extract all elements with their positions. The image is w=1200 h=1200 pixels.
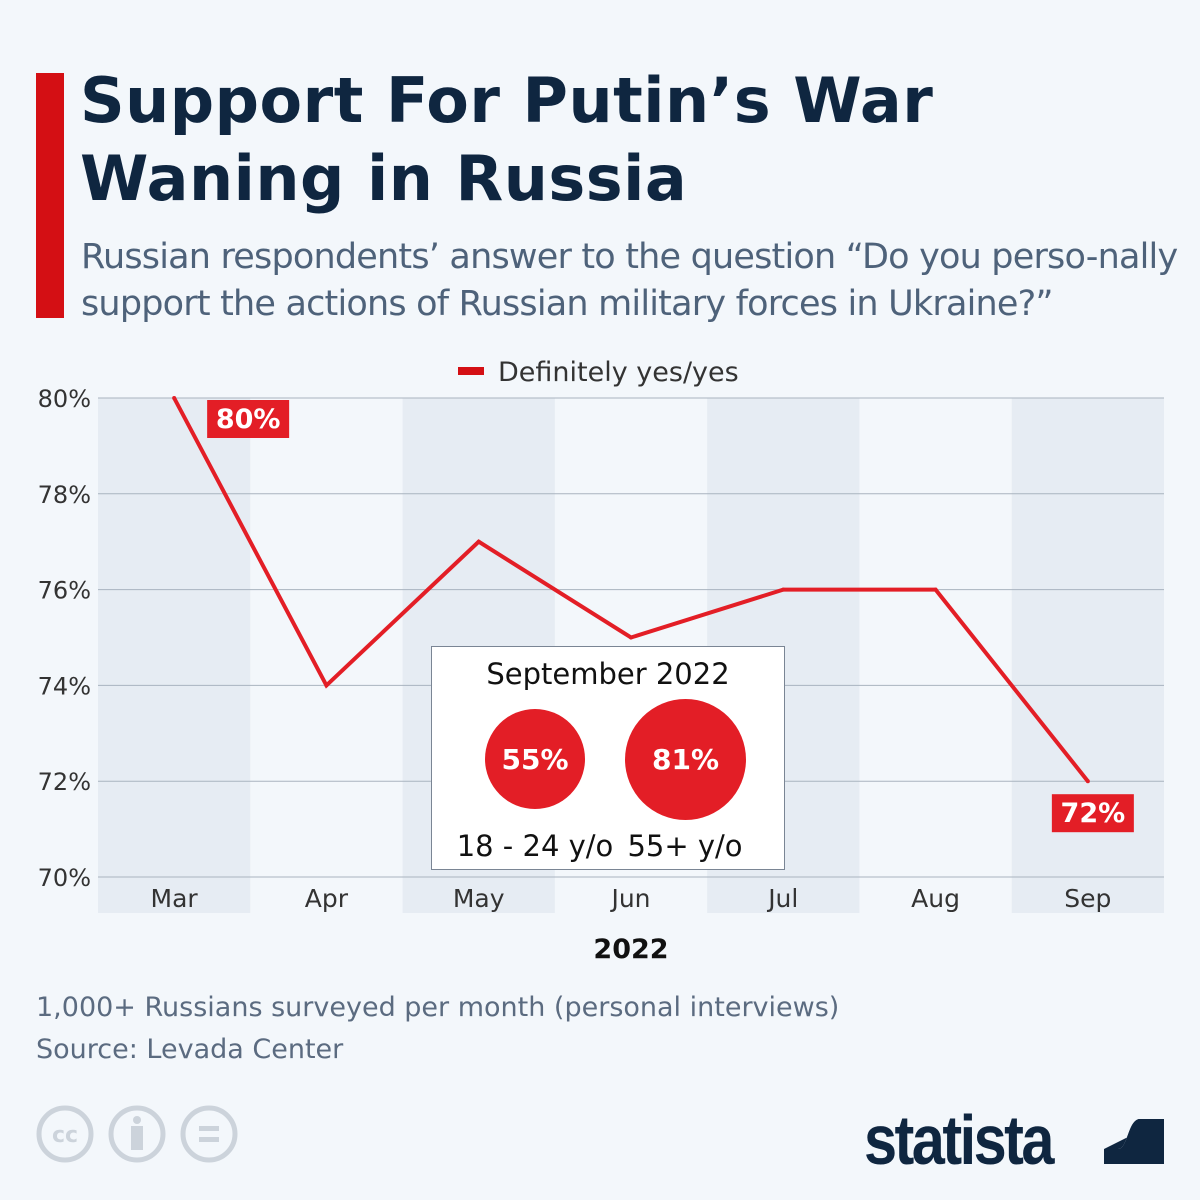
data-label-box <box>207 400 290 438</box>
legend-label: Definitely yes/yes <box>498 357 739 388</box>
title-line-1: Support For Putin’s War <box>80 64 934 137</box>
page-title: Support For Putin’s War Waning in Russia <box>80 62 933 218</box>
legend-swatch <box>458 367 484 375</box>
footer-note: 1,000+ Russians surveyed per month (pers… <box>36 992 840 1023</box>
y-tick-label: 74% <box>38 672 91 700</box>
x-tick-label: Aug <box>911 884 960 913</box>
no-derivatives-icon <box>180 1105 238 1163</box>
license-icons: cc <box>36 1105 238 1163</box>
cc-icon <box>36 1105 94 1163</box>
data-label: 80% <box>216 404 281 435</box>
data-point <box>324 683 329 688</box>
x-tick-label: May <box>453 884 505 913</box>
accent-bar <box>36 73 64 318</box>
subtitle: Russian respondents’ answer to the quest… <box>81 237 1178 324</box>
statista-logo-icon <box>1104 1104 1164 1164</box>
x-tick-label: Jul <box>766 884 798 913</box>
column-band <box>98 398 251 913</box>
inset-box: September 2022 55% 81% 18 - 24 y/o 55+ y… <box>431 646 785 870</box>
circle-55-plus: 81% <box>625 699 746 820</box>
x-tick-label: Mar <box>151 884 199 913</box>
y-tick-label: 80% <box>38 385 91 413</box>
data-point <box>1085 779 1090 784</box>
y-tick-label: 76% <box>38 577 91 605</box>
statista-logo: statista <box>864 1101 1054 1179</box>
data-label: 72% <box>1061 798 1126 829</box>
label-55-plus: 55+ y/o <box>627 829 743 863</box>
attribution-icon <box>108 1105 166 1163</box>
svg-text:cc: cc <box>52 1123 78 1148</box>
data-point <box>172 396 177 400</box>
x-tick-label: Jun <box>609 884 650 913</box>
data-label-box <box>1051 794 1134 833</box>
y-tick-label: 78% <box>38 481 91 509</box>
x-axis-title: 2022 <box>593 934 668 965</box>
label-18-24: 18 - 24 y/o <box>456 829 614 863</box>
y-tick-label: 70% <box>38 864 91 892</box>
inset-title: September 2022 <box>486 657 730 691</box>
footer-source: Source: Levada Center <box>36 1034 344 1065</box>
data-point <box>476 539 481 544</box>
circle-18-24: 55% <box>485 709 585 809</box>
column-band <box>1011 398 1164 913</box>
x-tick-label: Apr <box>305 884 349 913</box>
y-tick-label: 72% <box>38 768 91 796</box>
data-point <box>629 635 633 640</box>
data-point <box>781 587 786 592</box>
data-point <box>933 587 938 592</box>
title-line-2: Waning in Russia <box>80 142 688 215</box>
x-tick-label: Sep <box>1064 884 1111 913</box>
